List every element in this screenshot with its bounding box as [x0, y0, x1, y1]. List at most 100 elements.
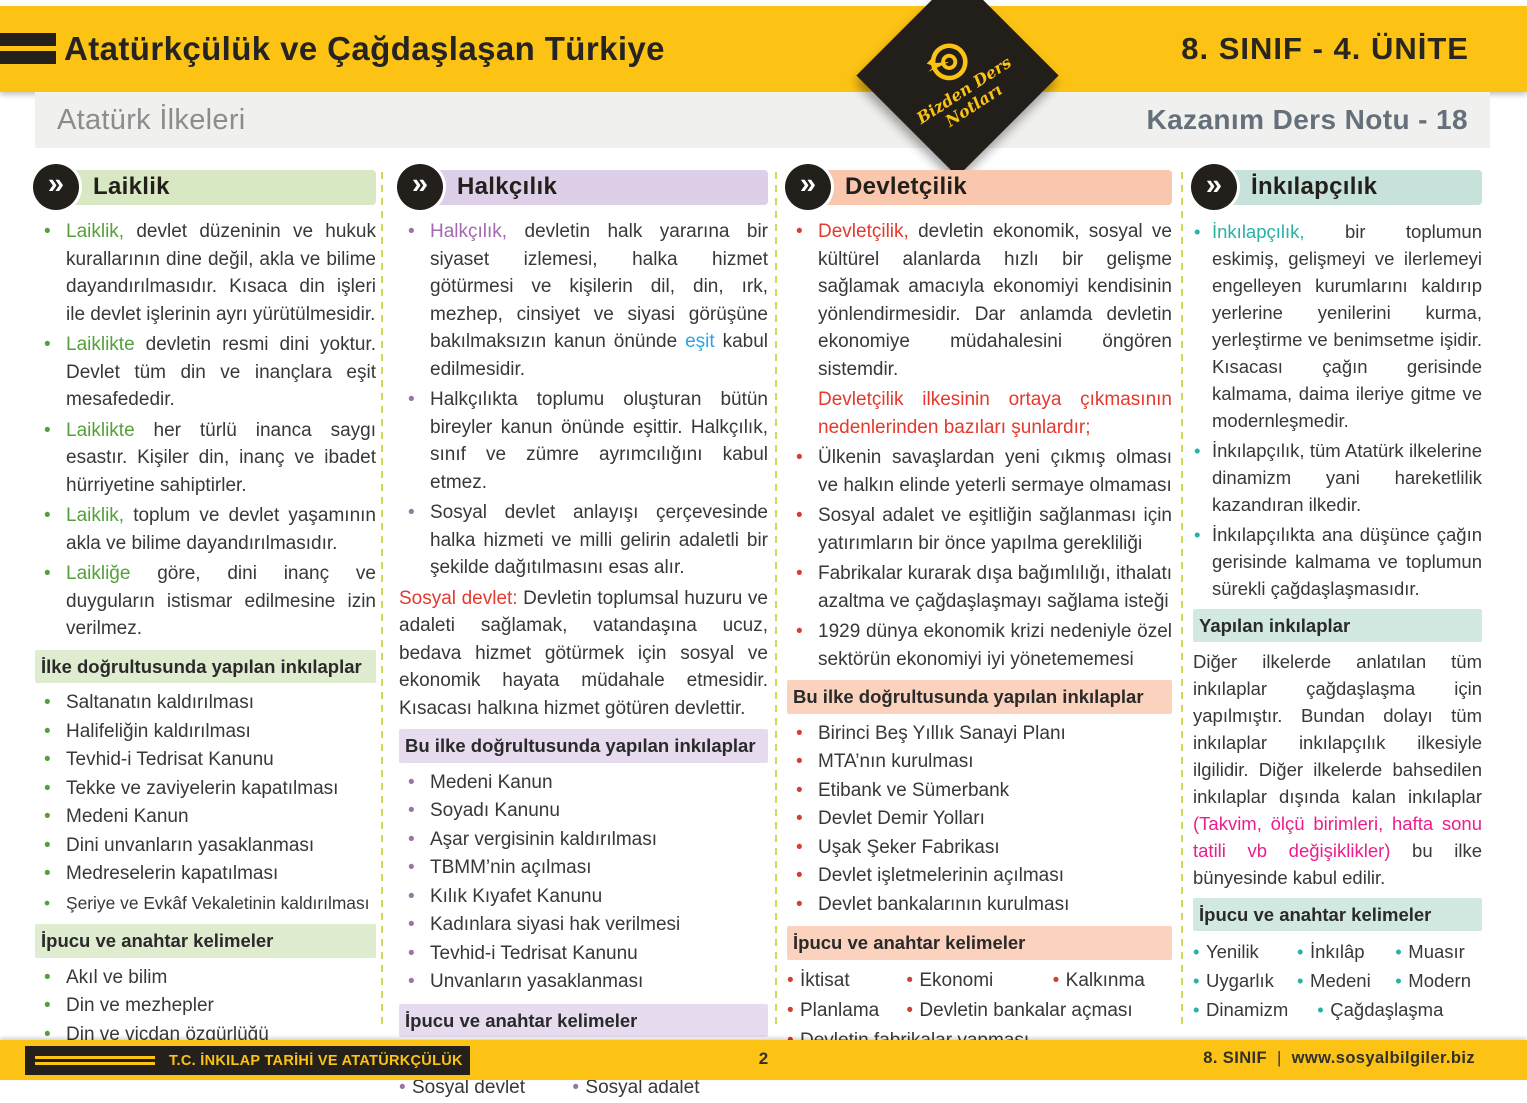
keyword-item: • Devletin bankalar açması	[906, 996, 1172, 1026]
bullet-dot: •	[1194, 524, 1201, 545]
keyword-text: Çağdaşlaşma	[1330, 999, 1444, 1020]
bullet-dot: •	[44, 966, 51, 988]
list-item: • Uşak Şeker Fabrikası	[787, 834, 1172, 863]
column-halkcilik-header: » Halkçılık	[397, 164, 768, 210]
list-item: • Halifeliğin kaldırılması	[35, 718, 376, 747]
list-item-text: Uşak Şeker Fabrikası	[818, 836, 1000, 858]
reasons-intro: Devletçilik ilkesinin ortaya çıkmasının …	[818, 389, 1172, 438]
hints-heading: İpucu ve anahtar kelimeler	[399, 1003, 768, 1037]
bullet-text: Halkçılıkta toplumu oluşturan bütün bire…	[430, 389, 768, 493]
keyword-text: Sosyal devlet	[412, 1077, 526, 1098]
list-item-text: Devlet işletmelerinin açılması	[818, 865, 1065, 886]
revolutions-heading: İlke doğrultusunda yapılan inkılaplar	[35, 649, 376, 683]
bullet-dot: •	[408, 389, 415, 410]
hints-heading: İpucu ve anahtar kelimeler	[787, 926, 1172, 960]
list-item: • Tevhid-i Tedrisat Kanunu	[35, 746, 376, 775]
bullet-text: Sosyal adalet ve eşitliğin sağlanması iç…	[818, 505, 1172, 554]
lead-term: Laiklikte	[66, 334, 135, 355]
list-item-text: Dini unvanların yasaklanması	[66, 834, 315, 856]
bullet-dot: •	[44, 334, 51, 355]
keyword-row: • Dinamizm • Çağdaşlaşma	[1193, 995, 1482, 1024]
bullet-dot: •	[44, 720, 51, 742]
list-item-text: Unvanların yasaklanması	[430, 971, 644, 992]
bullet-item: • Laiklik, devlet düzeninin ve hukuk kur…	[35, 218, 376, 328]
bullet-dot: •	[796, 221, 803, 242]
brand-badge: Bizden Ders Notları	[856, 0, 1057, 174]
keyword-text: İnkılâp	[1310, 941, 1365, 962]
bullet-dot: •	[44, 806, 51, 827]
bullet-item: • Halkçılıkta toplumu oluşturan bütün bi…	[399, 386, 768, 496]
bullet-dot: •	[1193, 999, 1200, 1020]
footer-bar: T.C. İNKILAP TARİHİ VE ATATÜRKÇÜLÜK 2 8.…	[0, 1040, 1527, 1080]
list-item-text: Medreselerin kapatılması	[66, 863, 279, 884]
double-chevron-icon: »	[1191, 164, 1237, 210]
keyword-text: Din ve vicdan özgürlüğü	[66, 1023, 269, 1045]
bullet-item: • Laiklik, toplum ve devlet yaşamının ak…	[35, 502, 376, 557]
bullet-dot: •	[44, 995, 51, 1016]
double-line-icon	[35, 1056, 155, 1065]
keyword-item: • İktisat	[787, 966, 906, 996]
bullet-list: • Halkçılık, devletin halk yararına bir …	[399, 218, 768, 582]
column-inkilapcilik: » İnkılapçılık • İnkılapçılık, bir toplu…	[1191, 164, 1482, 1024]
column-laiklik: » Laiklik • Laiklik, devlet düzeninin ve…	[33, 164, 376, 1078]
keyword-item: • Planlama	[787, 996, 906, 1026]
bullet-text: Sosyal devlet anlayışı çerçevesinde halk…	[430, 502, 768, 578]
bullet-text: Ülkenin savaşlardan yeni çıkmış olması v…	[818, 447, 1172, 496]
bullet-text: göre, dini inanç ve duyguların istismar …	[66, 563, 376, 639]
explanation-paragraph: Diğer ilkelerde anlatılan tüm inkılaplar…	[1193, 648, 1482, 891]
bullet-dot: •	[44, 892, 51, 913]
bullet-dot: •	[44, 563, 51, 584]
revolutions-heading: Bu ilke doğrultusunda yapılan inkılaplar	[787, 680, 1172, 714]
column-halkcilik: » Halkçılık • Halkçılık, devletin halk y…	[397, 164, 768, 1103]
bullet-dot: •	[906, 969, 913, 991]
list-item-text: MTA’nın kurulması	[818, 751, 974, 772]
list-item: • Dini unvanların yasaklanması	[35, 832, 376, 861]
bullet-text: İnkılapçılıkta ana düşünce çağın gerisin…	[1212, 524, 1482, 599]
revolutions-list: • Medeni Kanun • Soyadı Kanunu • Aşar vergi…	[399, 769, 768, 997]
bullet-dot: •	[796, 836, 803, 858]
keyword-row: • İktisat • Ekonomi • Kalkınma	[787, 966, 1172, 996]
column-inkilapcilik-header: » İnkılapçılık	[1191, 164, 1482, 210]
bullet-dot: •	[796, 505, 803, 526]
list-item-text: Medeni Kanun	[430, 771, 553, 793]
list-item-text: Tekke ve zaviyelerin kapatılması	[66, 777, 339, 799]
list-item-text: Kadınlara siyasi hak verilmesi	[430, 914, 681, 935]
list-item: • Tevhid-i Tedrisat Kanunu	[399, 940, 768, 969]
bullet-text: devlet düzeninin ve hukuk kurallarının d…	[66, 221, 376, 325]
list-item: • Etibank ve Sümerbank	[787, 777, 1172, 806]
bullet-item: • İnkılapçılık, tüm Atatürk ilkelerine d…	[1193, 437, 1482, 518]
bullet-dot: •	[408, 885, 415, 907]
bullet-item: • Sosyal adalet ve eşitliğin sağlanması …	[787, 502, 1172, 557]
bullet-item: • Ülkenin savaşlardan yeni çıkmış olması…	[787, 444, 1172, 499]
keyword-text: Planlama	[800, 999, 880, 1021]
list-item-text: Aşar vergisinin kaldırılması	[430, 828, 658, 850]
bullet-text: devletin resmi dini yoktur. Devlet tüm d…	[66, 334, 376, 410]
bullet-dot: •	[44, 419, 51, 441]
list-item-text: Tevhid-i Tedrisat Kanunu	[430, 942, 638, 964]
footer-site-info: 8. SINIF | www.sosyalbilgiler.biz	[1203, 1049, 1475, 1068]
bullet-text: devletin ekonomik, sosyal ve kültürel al…	[818, 221, 1172, 380]
list-item: • Tekke ve zaviyelerin kapatılması	[35, 775, 376, 804]
list-item: • Medreselerin kapatılması	[35, 860, 376, 889]
note-number: Kazanım Ders Notu - 18	[1146, 104, 1468, 135]
bullet-dot: •	[44, 777, 51, 799]
keyword-text: Sosyal adalet	[585, 1077, 700, 1098]
lead-term: Laikliğe	[66, 563, 131, 584]
bullet-item: • 1929 dünya ekonomik krizi nedeniyle öz…	[787, 618, 1172, 673]
top-header: Atatürkçülük ve Çağdaşlaşan Türkiye 8. S…	[0, 6, 1527, 92]
footer-website: www.sosyalbilgiler.biz	[1291, 1049, 1475, 1067]
bullet-dot: •	[1194, 440, 1201, 461]
list-item: • Devlet Demir Yolları	[787, 805, 1172, 834]
lead-term: Devletçilik,	[818, 221, 909, 242]
list-item: • Unvanların yasaklanması	[399, 968, 768, 997]
hints-heading: İpucu ve anahtar kelimeler	[1193, 898, 1482, 931]
bullet-item: • Halkçılık, devletin halk yararına bir …	[399, 218, 768, 383]
bullet-dot: •	[1395, 941, 1402, 962]
list-item: • Şeriye ve Evkâf Vekaletinin kaldırılmas…	[35, 889, 376, 918]
bullet-dot: •	[1052, 969, 1060, 991]
bullet-dot: •	[44, 749, 51, 770]
column-divider	[775, 172, 777, 1030]
double-chevron-icon: »	[397, 164, 443, 210]
list-item: • Medeni Kanun	[35, 803, 376, 832]
list-item-text: Saltanatın kaldırılması	[66, 692, 254, 713]
